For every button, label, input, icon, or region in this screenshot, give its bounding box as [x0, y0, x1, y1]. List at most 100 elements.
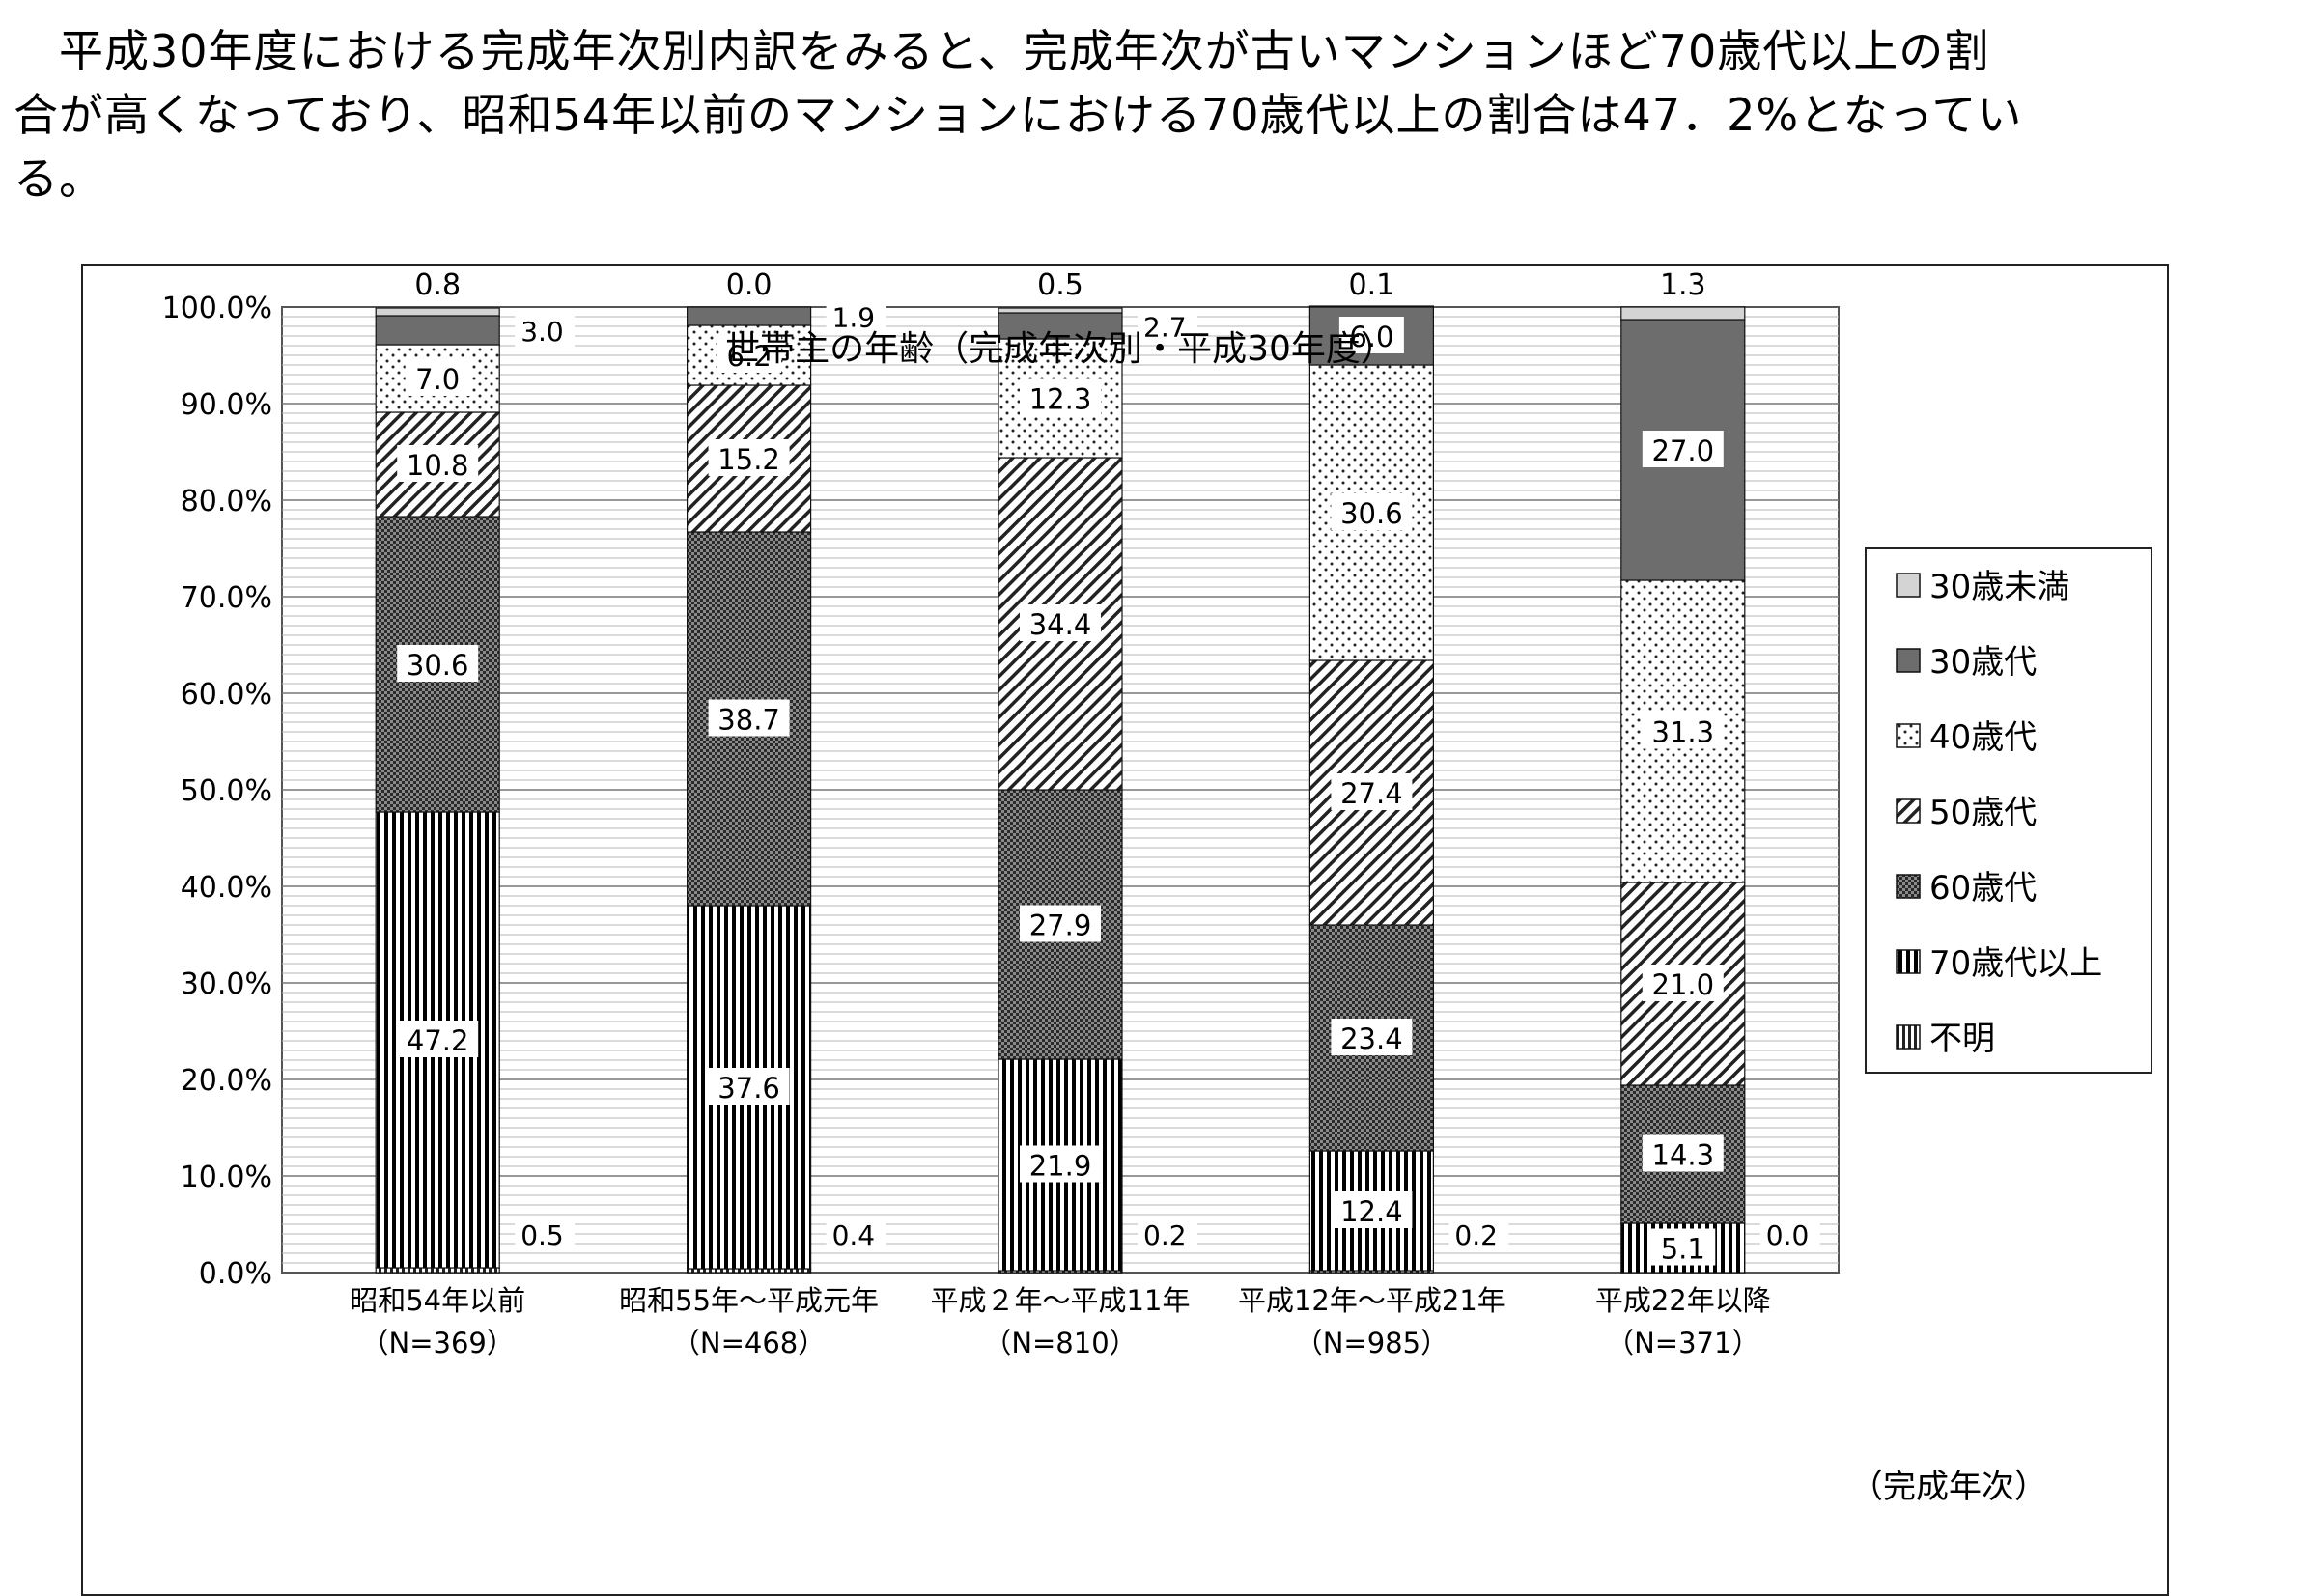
data-label: 47.2 — [407, 1024, 469, 1057]
data-label: 38.7 — [717, 704, 780, 737]
legend-label: 60歳代 — [1929, 869, 2037, 908]
legend-label: 50歳代 — [1929, 794, 2037, 832]
side-value-label: 0.0 — [1766, 1219, 1810, 1251]
bar-segment — [686, 531, 812, 907]
intro-line-3: る。 — [14, 153, 104, 205]
x-axis: 昭和54年以前 （N=369） 昭和55年～平成元年 （N=468） 平成２年～平成11… — [350, 1284, 1771, 1359]
y-tick-label: 40.0% — [181, 871, 272, 905]
x-category-n-label: （N=369） — [361, 1327, 515, 1359]
x-category-label: 平成22年以降 — [1595, 1284, 1771, 1317]
data-label: 6.0 — [1349, 321, 1393, 353]
y-tick-label: 20.0% — [181, 1064, 272, 1098]
legend-label: 30歳未満 — [1929, 568, 2069, 606]
data-label: 15.2 — [717, 443, 780, 476]
y-tick-label: 70.0% — [181, 581, 272, 615]
intro-line-1: 平成30年度における完成年次別内訳をみると、完成年次が古いマンションほど70歳代… — [14, 25, 1990, 77]
legend-label: 40歳代 — [1929, 718, 2037, 757]
side-value-label: 2.7 — [1143, 312, 1187, 344]
x-axis-label: （完成年次） — [1850, 1468, 2047, 1506]
data-label-box — [1759, 1217, 1820, 1251]
y-tick-label: 80.0% — [181, 485, 272, 518]
x-category-n-label: （N=985） — [1295, 1327, 1448, 1359]
data-label-box — [1020, 604, 1101, 641]
data-label: 21.0 — [1652, 968, 1715, 1001]
data-label-box — [1020, 378, 1101, 416]
side-value-label: 0.2 — [1143, 1219, 1187, 1251]
side-value-label: 0.2 — [1454, 1219, 1498, 1251]
side-value-label: 1.9 — [832, 302, 876, 334]
data-label: 31.3 — [1652, 716, 1715, 749]
data-label-box — [826, 298, 886, 334]
data-label-box — [1138, 308, 1197, 344]
x-category-label: 昭和55年～平成元年 — [619, 1284, 879, 1317]
data-label: 12.4 — [1340, 1195, 1403, 1228]
data-label: 27.4 — [1340, 777, 1403, 810]
side-value-label: 0.5 — [520, 1219, 564, 1251]
data-labels: 47.2 30.6 10.8 7.0 37.6 38.7 15.2 6.2 21.9 27.9 34… — [397, 268, 1820, 1266]
y-axis: 0.0% 10.0% 20.0% 30.0% 40.0% 50.0% 60.0% 70.0% 8… — [162, 292, 272, 1291]
data-label-box — [1642, 712, 1724, 749]
data-label: 23.4 — [1340, 1022, 1403, 1055]
top-value-label: 0.0 — [726, 268, 773, 302]
data-label-box — [397, 645, 479, 682]
data-label: 37.6 — [717, 1072, 780, 1105]
data-label-box — [515, 313, 576, 348]
bar-segment — [375, 315, 500, 346]
data-label-box — [1448, 1217, 1509, 1251]
data-label: 14.3 — [1652, 1139, 1715, 1172]
data-label-box — [708, 439, 790, 476]
chart-title: 世帯主の年齢（完成年次別・平成30年度） — [725, 329, 1395, 369]
bar-segment — [998, 307, 1123, 314]
legend-swatch — [1896, 723, 1921, 748]
data-label-box — [397, 445, 479, 482]
data-label-box — [1020, 905, 1101, 942]
data-label: 27.9 — [1029, 910, 1092, 942]
x-category-label: 昭和54年以前 — [350, 1284, 525, 1317]
data-label-box — [1642, 1134, 1724, 1172]
side-value-label: 3.0 — [520, 316, 564, 348]
data-label: 30.6 — [1340, 497, 1403, 530]
legend-swatch — [1896, 648, 1921, 673]
data-label-box — [1331, 773, 1413, 810]
data-label: 7.0 — [415, 363, 460, 396]
bar-segment — [375, 307, 500, 317]
data-label: 10.8 — [407, 449, 469, 482]
data-label-box — [1338, 317, 1404, 353]
top-value-label: 0.5 — [1037, 268, 1083, 302]
y-tick-label: 60.0% — [181, 678, 272, 712]
data-label-box — [826, 1217, 886, 1251]
data-label: 30.6 — [407, 649, 469, 682]
legend-label: 不明 — [1929, 1020, 1995, 1058]
data-label-box — [1331, 493, 1413, 530]
y-tick-label: 30.0% — [181, 967, 272, 1001]
data-label-box — [1331, 1191, 1413, 1228]
legend-swatch — [1896, 1024, 1921, 1050]
data-label-box — [1020, 1145, 1101, 1183]
data-label-box — [708, 699, 790, 737]
intro-line-2: 合が高くなっており、昭和54年以前のマンションにおける70歳代以上の割合は47．… — [14, 89, 2023, 141]
bar-segment — [1308, 305, 1435, 308]
data-label: 21.9 — [1029, 1150, 1092, 1183]
data-label: 5.1 — [1661, 1233, 1705, 1266]
data-label-box — [717, 336, 782, 373]
legend-swatch — [1896, 874, 1921, 899]
x-category-n-label: （N=810） — [983, 1327, 1137, 1359]
legend-label: 70歳代以上 — [1929, 944, 2102, 983]
data-label: 6.2 — [727, 340, 772, 373]
x-category-label: 平成２年～平成11年 — [931, 1284, 1191, 1317]
stacked-bar-chart: 0.0% 10.0% 20.0% 30.0% 40.0% 50.0% 60.0% 70.0% 8… — [162, 268, 2152, 1506]
top-value-label: 0.1 — [1349, 268, 1395, 302]
top-value-label: 0.8 — [414, 268, 461, 302]
legend-swatch — [1896, 573, 1921, 598]
data-label-box — [1642, 431, 1724, 467]
y-tick-label: 100.0% — [162, 292, 272, 325]
intro-paragraph: 平成30年度における完成年次別内訳をみると、完成年次が古いマンションほど70歳代… — [14, 19, 2292, 210]
bar-segment — [1620, 306, 1746, 321]
data-label-box — [1331, 1019, 1413, 1055]
data-label-box — [397, 1021, 479, 1057]
legend-swatch — [1896, 949, 1921, 974]
y-tick-label: 0.0% — [199, 1257, 272, 1291]
bar-segment — [686, 306, 812, 326]
data-label-box — [515, 1217, 576, 1251]
